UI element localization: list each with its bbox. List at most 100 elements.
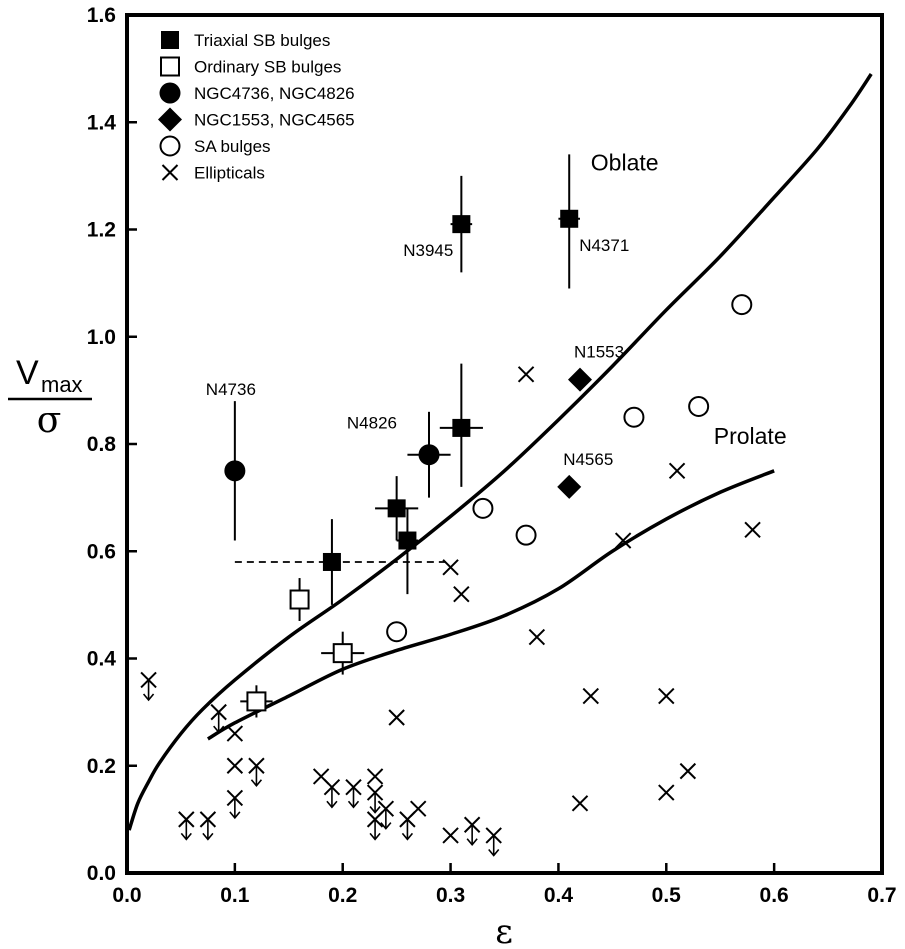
legend-marker [159,82,181,104]
filled-circle-marker [224,460,246,482]
upper-limit-arrow-head [347,800,360,809]
filled-diamond-marker [557,474,582,499]
model-curves: Oblate Prolate [127,73,873,831]
open-square-marker [246,691,267,712]
legend-label: Ellipticals [194,164,265,183]
cross-marker [744,521,761,539]
y-tick-label: 0.2 [87,755,116,778]
legend-label: NGC4736, NGC4826 [194,84,355,103]
y-tick-label: 1.4 [87,111,117,134]
filled-diamond-marker [568,367,592,392]
open-circle-marker [386,621,408,643]
y-axis-label-denominator: σ [37,400,62,441]
filled-square-marker [322,552,341,571]
x-tick-label: 0.7 [867,884,896,907]
open-circle-marker [731,294,753,316]
x-tick-label: 0.4 [544,884,574,907]
oblate-curve [127,73,873,831]
cross-marker [140,671,157,689]
filled-square-marker [560,209,579,228]
cross-marker [668,462,686,480]
upper-limit-arrow-head [213,725,225,734]
open-circle-marker [515,524,537,546]
point-label: N4371 [579,236,629,255]
legend-label: Triaxial SB bulges [194,31,330,50]
legend-marker [161,164,179,181]
upper-limit-arrow-head [369,806,381,814]
cross-marker [366,784,384,801]
open-circle-marker [623,406,645,428]
y-axis-label-main: V [16,354,39,392]
cross-marker [178,811,195,828]
x-tick-label: 0.1 [220,884,250,907]
prolate-curve [206,469,775,741]
cross-marker [582,687,599,705]
cross-marker [453,585,470,603]
upper-limit-arrow-head [326,800,338,809]
legend-marker [160,56,180,77]
filled-square-marker [387,499,406,518]
cross-marker [399,811,416,828]
cross-marker [442,827,459,844]
cross-marker [614,532,632,549]
cross-marker [517,366,535,383]
cross-marker [248,757,265,774]
y-axis-ticks: 0.0 0.2 0.4 0.6 0.8 1.0 1.2 1.4 1.6 [87,4,137,885]
y-tick-label: 0.6 [87,540,116,563]
legend-marker [161,31,179,49]
y-axis-label-subscript: max [41,372,83,397]
x-tick-label: 0.5 [652,884,682,907]
filled-square-marker [452,215,471,234]
upper-limit-arrow-head [488,848,500,857]
y-tick-label: 1.6 [87,4,116,27]
x-tick-label: 0.6 [760,884,789,907]
cross-marker [226,725,244,742]
legend-marker [159,135,181,157]
point-label: N4565 [563,450,613,469]
cross-marker [571,795,589,812]
x-axis-ticks: 0.0 0.1 0.2 0.3 0.4 0.5 0.6 0.7 [112,863,897,907]
x-tick-label: 0.2 [328,884,357,907]
open-square-marker [332,643,353,664]
cross-marker [345,778,362,796]
x-tick-label: 0.3 [436,884,465,907]
cross-marker [388,709,405,726]
open-circle-marker [472,497,494,519]
y-tick-label: 0.8 [87,433,117,456]
upper-limit-arrow-head [466,838,478,846]
prolate-curve-label: Prolate [714,423,787,449]
cross-marker [366,768,384,785]
legend-label: Ordinary SB bulges [194,58,341,77]
cross-marker [226,757,244,774]
upper-limit-arrow-head [229,811,241,820]
legend: Triaxial SB bulges Ordinary SB bulges NGC4… [158,31,355,183]
cross-marker [679,762,697,780]
cross-marker [528,628,546,646]
filled-square-marker [452,418,471,437]
x-axis-label: ε [495,912,513,949]
y-tick-label: 0.4 [87,648,117,671]
point-label: N4826 [347,414,397,433]
open-square-marker [289,589,310,610]
upper-limit-arrow-head [380,822,392,830]
y-tick-label: 1.2 [87,219,116,242]
cross-marker [658,687,675,705]
y-tick-label: 0.0 [87,862,116,885]
upper-limit-arrow-head [401,832,414,841]
cross-marker [658,784,675,801]
cross-marker [485,827,502,844]
upper-limit-arrow-head [202,832,214,841]
cross-marker [199,811,217,828]
cross-marker [226,789,244,807]
cross-marker [366,811,384,828]
upper-limit-arrow-head [250,779,263,787]
cross-marker [463,816,481,833]
y-tick-label: 1.0 [87,326,116,349]
legend-label: NGC1553, NGC4565 [194,111,355,130]
upper-limit-arrow-head [369,832,381,841]
upper-limit-arrow-head [180,832,192,841]
y-axis-label: V max σ [8,354,92,441]
oblate-curve-label: Oblate [591,150,659,176]
upper-limit-arrow-head [142,693,155,702]
